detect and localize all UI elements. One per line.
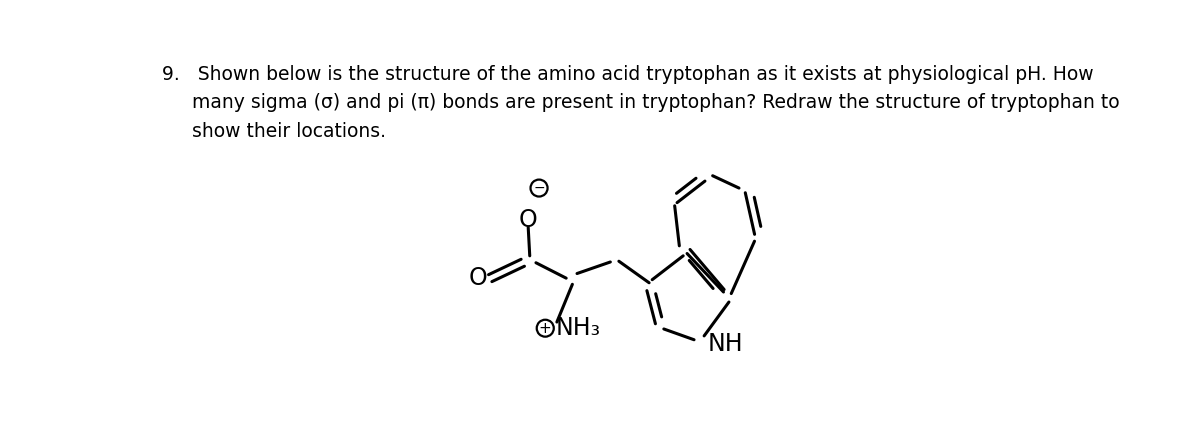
Text: many sigma (σ) and pi (π) bonds are present in tryptophan? Redraw the structure : many sigma (σ) and pi (π) bonds are pres… <box>162 94 1120 112</box>
Text: NH₃: NH₃ <box>556 316 600 340</box>
Text: show their locations.: show their locations. <box>162 122 385 141</box>
Text: +: + <box>539 321 552 336</box>
Text: −: − <box>533 181 545 195</box>
Text: O: O <box>468 266 487 290</box>
Text: NH: NH <box>708 332 744 356</box>
Text: 9.   Shown below is the structure of the amino acid tryptophan as it exists at p: 9. Shown below is the structure of the a… <box>162 65 1093 84</box>
Text: O: O <box>518 208 538 232</box>
